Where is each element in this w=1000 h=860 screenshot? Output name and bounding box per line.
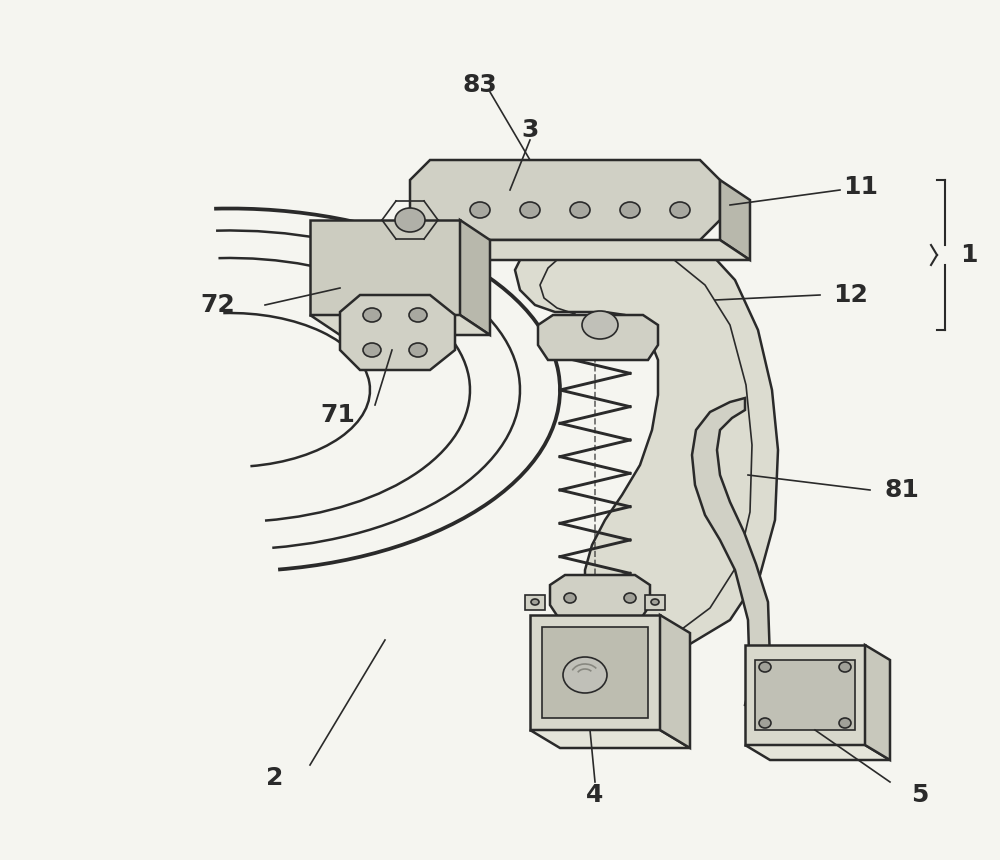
Ellipse shape [839, 718, 851, 728]
Ellipse shape [531, 599, 539, 605]
Polygon shape [310, 220, 460, 315]
Polygon shape [515, 210, 778, 665]
Polygon shape [542, 627, 648, 718]
Polygon shape [430, 240, 750, 260]
Text: 81: 81 [885, 478, 920, 502]
Ellipse shape [839, 662, 851, 672]
Polygon shape [525, 595, 545, 610]
Ellipse shape [409, 343, 427, 357]
Text: 71: 71 [320, 403, 355, 427]
Text: 4: 4 [586, 783, 604, 807]
Text: 72: 72 [200, 293, 235, 317]
Text: 1: 1 [960, 243, 978, 267]
Polygon shape [530, 615, 660, 730]
Ellipse shape [651, 599, 659, 605]
Polygon shape [340, 295, 455, 370]
Ellipse shape [570, 202, 590, 218]
Ellipse shape [759, 662, 771, 672]
Polygon shape [645, 595, 665, 610]
Polygon shape [745, 645, 865, 745]
Ellipse shape [670, 202, 690, 218]
Ellipse shape [564, 593, 576, 603]
Text: 11: 11 [843, 175, 878, 199]
Polygon shape [720, 180, 750, 260]
Polygon shape [865, 645, 890, 760]
Ellipse shape [395, 208, 425, 232]
Text: 2: 2 [266, 766, 284, 790]
Ellipse shape [759, 718, 771, 728]
Polygon shape [410, 160, 720, 240]
Polygon shape [755, 660, 855, 730]
Ellipse shape [624, 593, 636, 603]
Polygon shape [530, 730, 690, 748]
Polygon shape [460, 220, 490, 335]
Ellipse shape [363, 308, 381, 322]
Polygon shape [692, 398, 770, 712]
Polygon shape [538, 315, 658, 360]
Polygon shape [550, 575, 650, 620]
Ellipse shape [563, 657, 607, 693]
Text: 5: 5 [911, 783, 929, 807]
Ellipse shape [409, 308, 427, 322]
Polygon shape [745, 745, 890, 760]
Ellipse shape [620, 202, 640, 218]
Polygon shape [310, 315, 490, 335]
Polygon shape [660, 615, 690, 748]
Text: 12: 12 [833, 283, 868, 307]
Text: 83: 83 [463, 73, 497, 97]
Ellipse shape [470, 202, 490, 218]
Ellipse shape [363, 343, 381, 357]
Text: 3: 3 [521, 118, 539, 142]
Ellipse shape [582, 311, 618, 339]
Ellipse shape [520, 202, 540, 218]
